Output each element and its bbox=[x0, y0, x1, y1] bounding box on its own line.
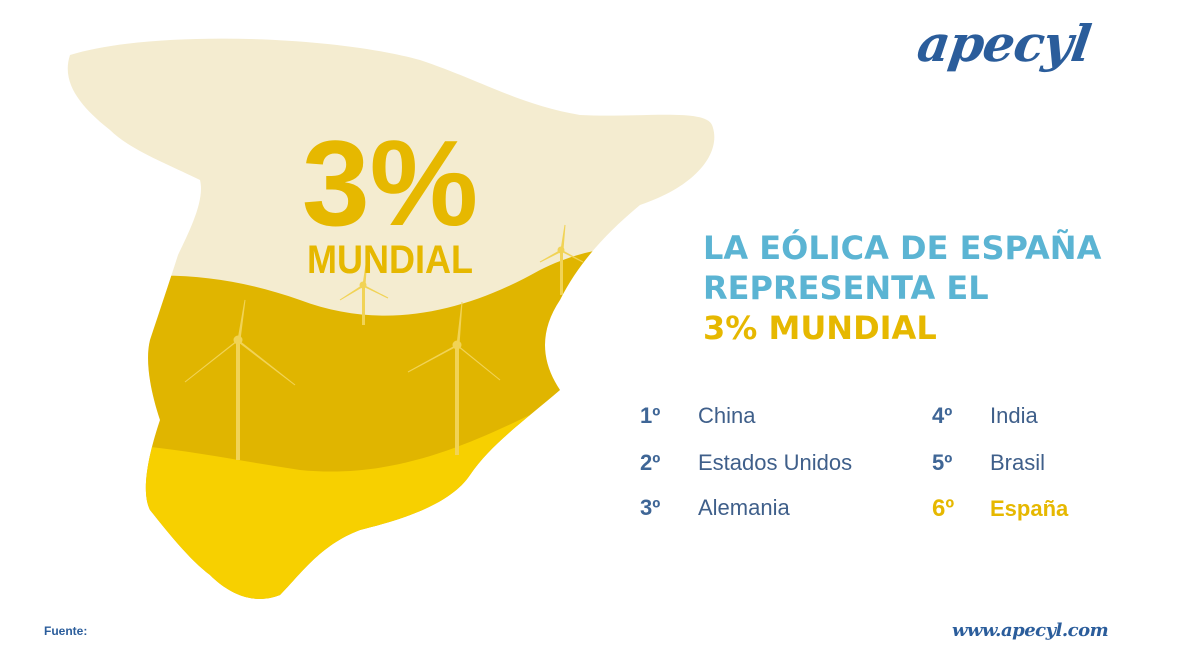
ranking-item: 1º China bbox=[640, 403, 755, 429]
headline-line-3: 3% MUNDIAL bbox=[703, 309, 937, 347]
ranking-country: España bbox=[990, 496, 1069, 521]
ranking-item-highlight: 6º España bbox=[932, 495, 1068, 523]
wind-turbines bbox=[184, 224, 584, 460]
headline: LA EÓLICA DE ESPAÑA REPRESENTA EL 3% MUN… bbox=[703, 228, 1163, 348]
ranking-country: Estados Unidos bbox=[698, 450, 853, 475]
ranking-item: 5º Brasil bbox=[932, 450, 1045, 476]
source-label: Fuente: bbox=[44, 624, 88, 638]
ranking-country: India bbox=[990, 403, 1038, 428]
ranking-item: 3º Alemania bbox=[640, 495, 790, 521]
wind-turbine-icon bbox=[407, 301, 501, 455]
headline-line-1: LA EÓLICA DE ESPAÑA bbox=[703, 229, 1102, 267]
ranking-country: Brasil bbox=[990, 450, 1046, 475]
ranking-item: 4º India bbox=[932, 403, 1038, 429]
headline-line-2: REPRESENTA EL bbox=[703, 269, 989, 307]
ranking-country: China bbox=[698, 403, 756, 428]
wind-turbine-icon bbox=[539, 224, 584, 295]
ranking-position: 3º bbox=[640, 495, 661, 520]
ranking-position: 4º bbox=[932, 403, 953, 428]
big-percentage-label: MUNDIAL bbox=[307, 238, 473, 282]
big-percentage: 3% bbox=[302, 115, 478, 251]
ranking-country: Alemania bbox=[698, 495, 790, 520]
ranking-list: 1º China 2º Estados Unidos 3º Alemania 4º In… bbox=[640, 395, 1140, 535]
ranking-position: 5º bbox=[932, 450, 953, 475]
ranking-position: 1º bbox=[640, 403, 661, 428]
apecyl-logo: apecyl bbox=[913, 14, 1094, 73]
wind-turbine-icon bbox=[184, 299, 296, 460]
spain-map-illustration: 3% MUNDIAL bbox=[67, 38, 715, 599]
website-link[interactable]: www.apecyl.com bbox=[952, 620, 1109, 641]
ranking-position: 2º bbox=[640, 450, 661, 475]
wind-turbine-icon bbox=[339, 257, 389, 325]
ranking-item: 2º Estados Unidos bbox=[640, 450, 852, 476]
ranking-position: 6º bbox=[932, 495, 955, 522]
